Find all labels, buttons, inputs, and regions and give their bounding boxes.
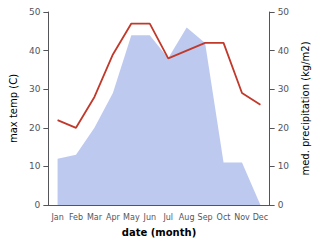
svg-text:max temp (C): max temp (C) (8, 74, 19, 143)
svg-text:50: 50 (29, 7, 41, 17)
svg-text:10: 10 (278, 161, 290, 171)
svg-text:Sep: Sep (198, 213, 213, 222)
svg-text:20: 20 (278, 123, 290, 133)
svg-text:30: 30 (278, 84, 290, 94)
svg-text:40: 40 (278, 46, 290, 56)
svg-text:Dec: Dec (253, 213, 268, 222)
svg-text:May: May (123, 213, 140, 222)
svg-text:Apr: Apr (106, 213, 121, 222)
svg-text:20: 20 (29, 123, 41, 133)
svg-text:Aug: Aug (179, 213, 195, 222)
svg-text:Feb: Feb (69, 213, 83, 222)
svg-text:Oct: Oct (217, 213, 231, 222)
svg-text:30: 30 (29, 84, 41, 94)
svg-text:Jan: Jan (50, 213, 63, 222)
svg-text:50: 50 (278, 7, 290, 17)
svg-text:Nov: Nov (234, 213, 250, 222)
svg-text:Jul: Jul (162, 213, 173, 222)
svg-text:med. precipitation (kg/m2): med. precipitation (kg/m2) (300, 41, 311, 175)
svg-text:date (month): date (month) (122, 227, 196, 238)
svg-text:Jun: Jun (143, 213, 157, 222)
svg-text:10: 10 (29, 161, 41, 171)
svg-text:40: 40 (29, 46, 41, 56)
svg-text:0: 0 (35, 200, 41, 210)
svg-text:0: 0 (278, 200, 284, 210)
svg-text:Mar: Mar (87, 213, 103, 222)
